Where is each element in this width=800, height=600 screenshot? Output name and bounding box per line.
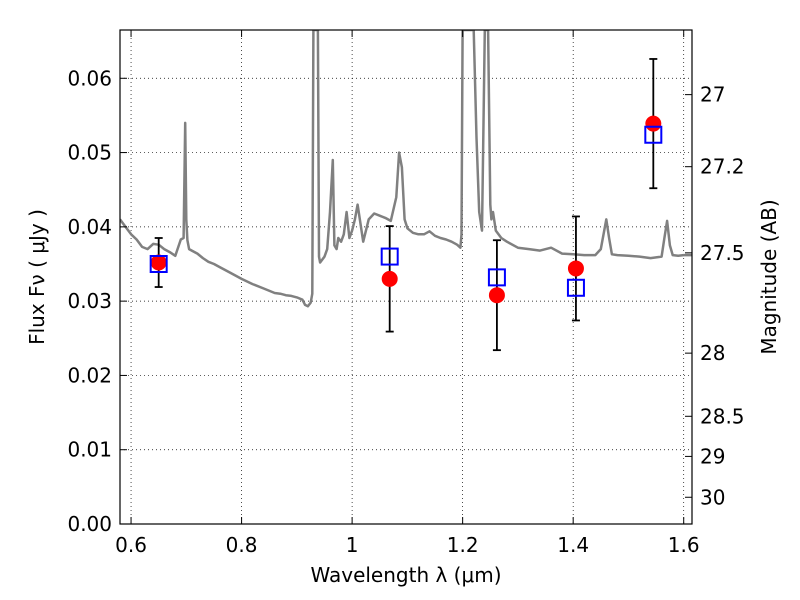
right-tick-label: 27.5 [700, 241, 745, 265]
plot-frame [119, 29, 693, 525]
x-tick-label: 1.6 [668, 533, 700, 557]
right-axis-tick-labels: 27 27.2 27.5 28 28.5 29 30 [700, 83, 745, 510]
y-tick-labels: 0.00 0.01 0.02 0.03 0.04 0.05 0.06 [67, 66, 112, 536]
right-tick-label: 27.2 [700, 155, 745, 179]
tick-marks [120, 30, 692, 525]
observed-point [150, 254, 167, 271]
data-layer [120, 30, 692, 352]
y-tick-label: 0.00 [67, 512, 112, 536]
y-tick-label: 0.03 [67, 289, 112, 313]
right-tick-label: 28 [700, 341, 725, 365]
y-tick-label: 0.05 [67, 141, 112, 165]
observed-point [381, 270, 398, 287]
x-tick-label: 1.2 [447, 533, 479, 557]
model-point [149, 255, 168, 273]
model-point [566, 278, 585, 297]
x-axis-label: Wavelength λ (μm) [310, 563, 501, 587]
x-tick-label: 1 [346, 533, 359, 557]
y-tick-label: 0.01 [67, 438, 112, 462]
right-tick-label: 28.5 [700, 404, 745, 428]
model-point [644, 125, 663, 144]
y-tick-label: 0.06 [67, 66, 112, 90]
right-tick-label: 30 [700, 485, 725, 509]
plot-background [120, 30, 692, 524]
right-axis-label: Magnitude (AB) [757, 199, 781, 354]
right-tick-label: 27 [700, 83, 725, 107]
x-tick-label: 1.4 [557, 533, 589, 557]
x-tick-label: 0.8 [226, 533, 258, 557]
model-point [380, 247, 399, 266]
spectrum-line [120, 30, 692, 308]
observed-point [645, 115, 662, 132]
y-tick-label: 0.04 [67, 215, 112, 239]
y-tick-label: 0.02 [67, 363, 112, 387]
right-tick-label: 29 [700, 444, 725, 468]
y-axis-label: Flux Fν ( μJy ) [25, 209, 49, 345]
observed-point [567, 260, 584, 277]
observed-point [488, 287, 505, 304]
x-tick-labels: 0.6 0.8 1 1.2 1.4 1.6 [115, 533, 699, 557]
model-point [487, 268, 506, 287]
x-tick-label: 0.6 [115, 533, 147, 557]
